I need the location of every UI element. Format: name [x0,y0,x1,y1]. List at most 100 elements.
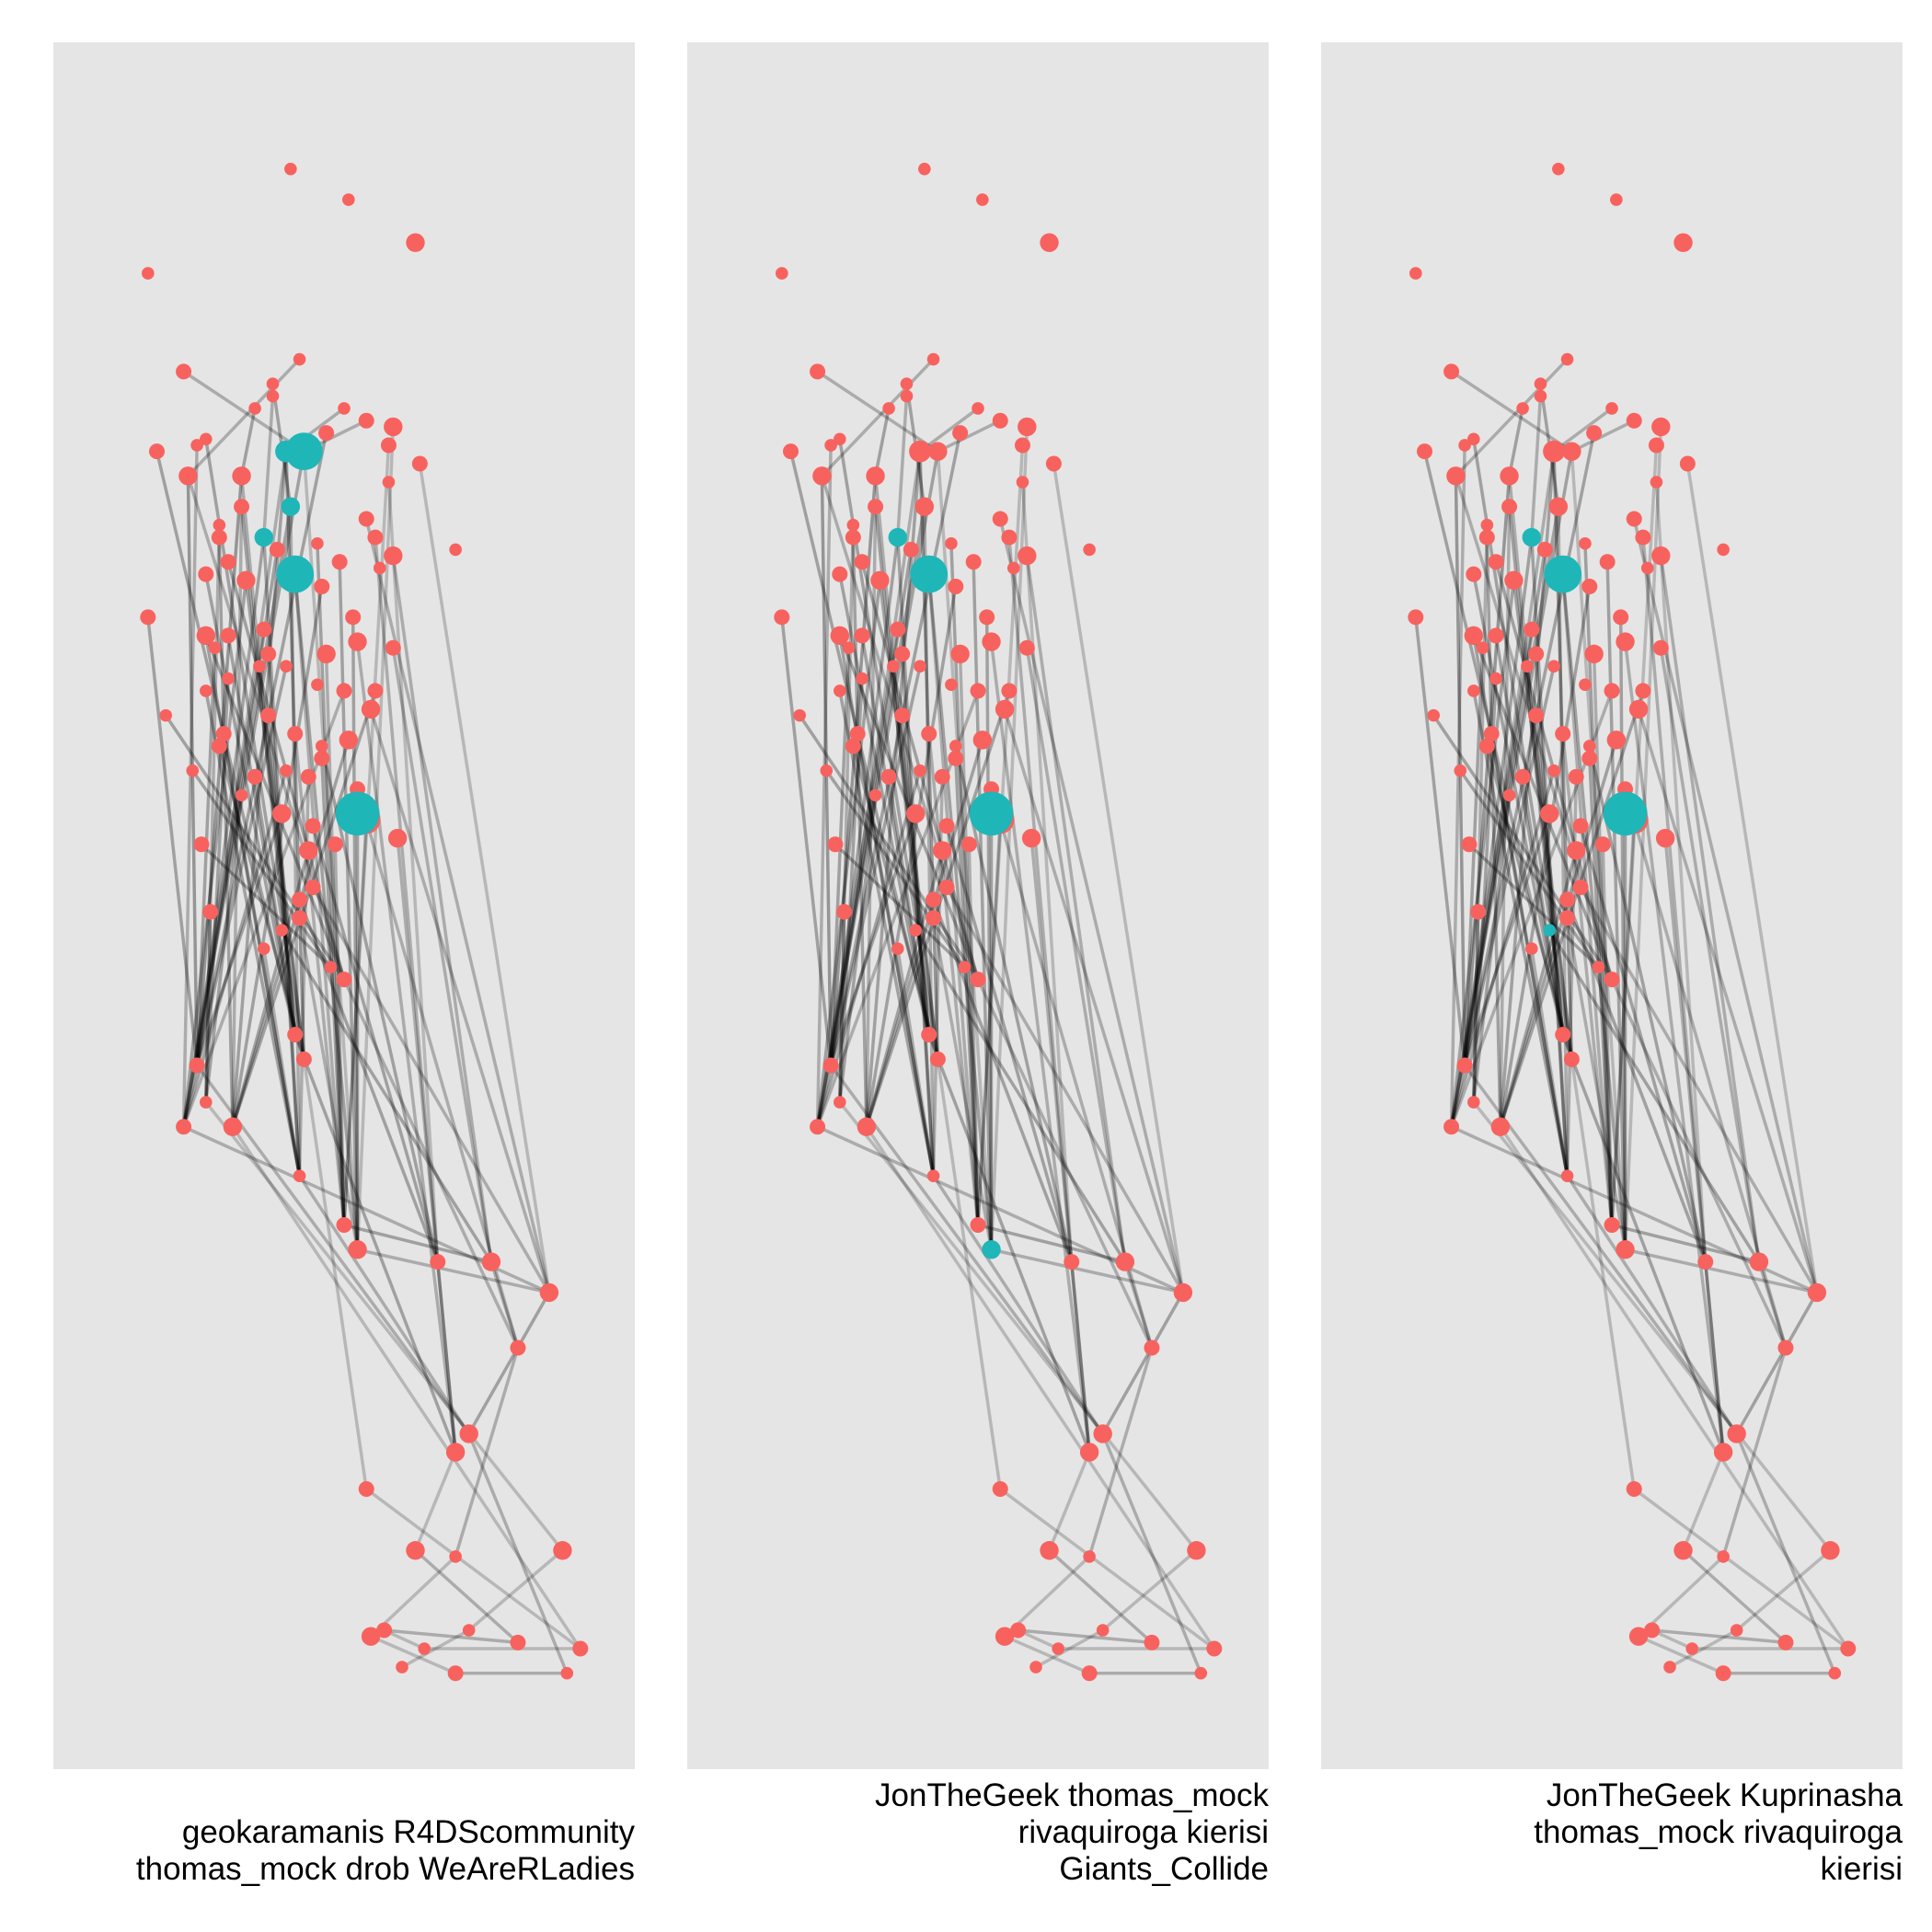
network-node [1045,455,1062,472]
network-node [1581,750,1598,766]
network-node [782,443,799,460]
network-edge [1601,844,1614,1225]
network-node [1628,699,1649,719]
network-edge [365,1488,581,1650]
network-node [1685,1642,1699,1655]
network-edge [413,1451,457,1551]
network-node [284,162,297,176]
network-node [880,768,897,785]
network-node [945,678,958,692]
network-node [1029,1661,1042,1673]
network-node [220,554,236,570]
network-edge [1610,819,1636,1225]
network-edge [355,641,457,1453]
network-edge [181,665,288,1128]
network-edge [954,758,980,1225]
network-edge [1472,795,1512,1103]
network-node [292,910,308,926]
network-node [952,425,969,442]
network-node [1635,683,1651,699]
network-node [1568,768,1584,785]
network-node [385,639,401,656]
network-node [836,903,853,920]
network-edge [489,1261,520,1349]
network-node [1514,768,1531,785]
network-node [1416,443,1432,460]
highlighted-node [1603,791,1648,836]
network-node [928,442,948,461]
network-edge [1534,653,1570,1177]
network-node [148,443,165,460]
network-edge [266,653,302,1177]
network-node [1173,1282,1193,1303]
network-node [257,942,270,956]
network-edge [262,948,302,1177]
network-node [384,417,403,437]
network-edge [262,536,302,1177]
network-edge [1547,929,1761,1263]
network-edge [900,715,931,1035]
network-edge [253,776,297,1035]
network-edge [384,1628,519,1645]
network-node [1652,639,1669,656]
network-node [1697,1254,1714,1271]
network-node [1635,529,1651,546]
network-edge [454,1347,520,1558]
network-node [1516,402,1529,415]
panel-caption-line: JonTheGeek Kuprinasha [1547,1777,1903,1813]
network-edge [926,733,980,1225]
network-node [972,402,984,415]
network-edge [1507,408,1524,477]
network-edge [1530,948,1570,1177]
network-node [220,627,236,644]
network-edge [284,451,306,1060]
network-edge [967,844,980,1225]
network-edge [865,690,1011,1128]
network-node [1427,708,1440,722]
network-node [311,678,324,692]
network-node [1466,432,1480,446]
network-node [934,768,950,785]
network-node [1079,1443,1099,1462]
network-edge [1735,1432,1836,1674]
network-edge [926,573,980,1225]
network-node [810,1119,826,1135]
network-node [1115,1252,1135,1271]
network-edge [932,1175,1105,1435]
network-node [271,804,292,823]
network-edge [195,812,283,1066]
network-edge [258,666,306,1060]
network-node [560,1666,574,1680]
network-node [196,626,215,646]
network-edge [1565,899,1708,1263]
network-node [1052,1642,1065,1655]
network-edge [342,819,368,1225]
network-node [292,891,308,908]
network-node [926,1169,940,1182]
network-node [199,1096,213,1109]
network-node [1018,546,1037,566]
network-edge [936,1059,1002,1489]
network-edge [239,408,257,477]
network-node [1466,566,1482,582]
network-edge [467,1548,564,1632]
network-node [1454,764,1467,777]
network-edge [1463,476,1512,1066]
network-node [539,1282,559,1303]
network-node [1572,879,1589,895]
network-edge [1052,463,1185,1294]
network-node [900,389,914,403]
network-node [1715,1665,1731,1682]
network-edge [838,524,856,1103]
network-node [1001,683,1018,699]
network-node [367,683,384,699]
network-node [868,499,884,515]
network-edge [816,370,939,454]
network-edge [1534,715,1565,1035]
network-node [314,578,330,594]
network-node [1524,621,1540,638]
network-node [1478,738,1495,754]
network-edge [1463,648,1485,1066]
network-node [510,1340,526,1356]
